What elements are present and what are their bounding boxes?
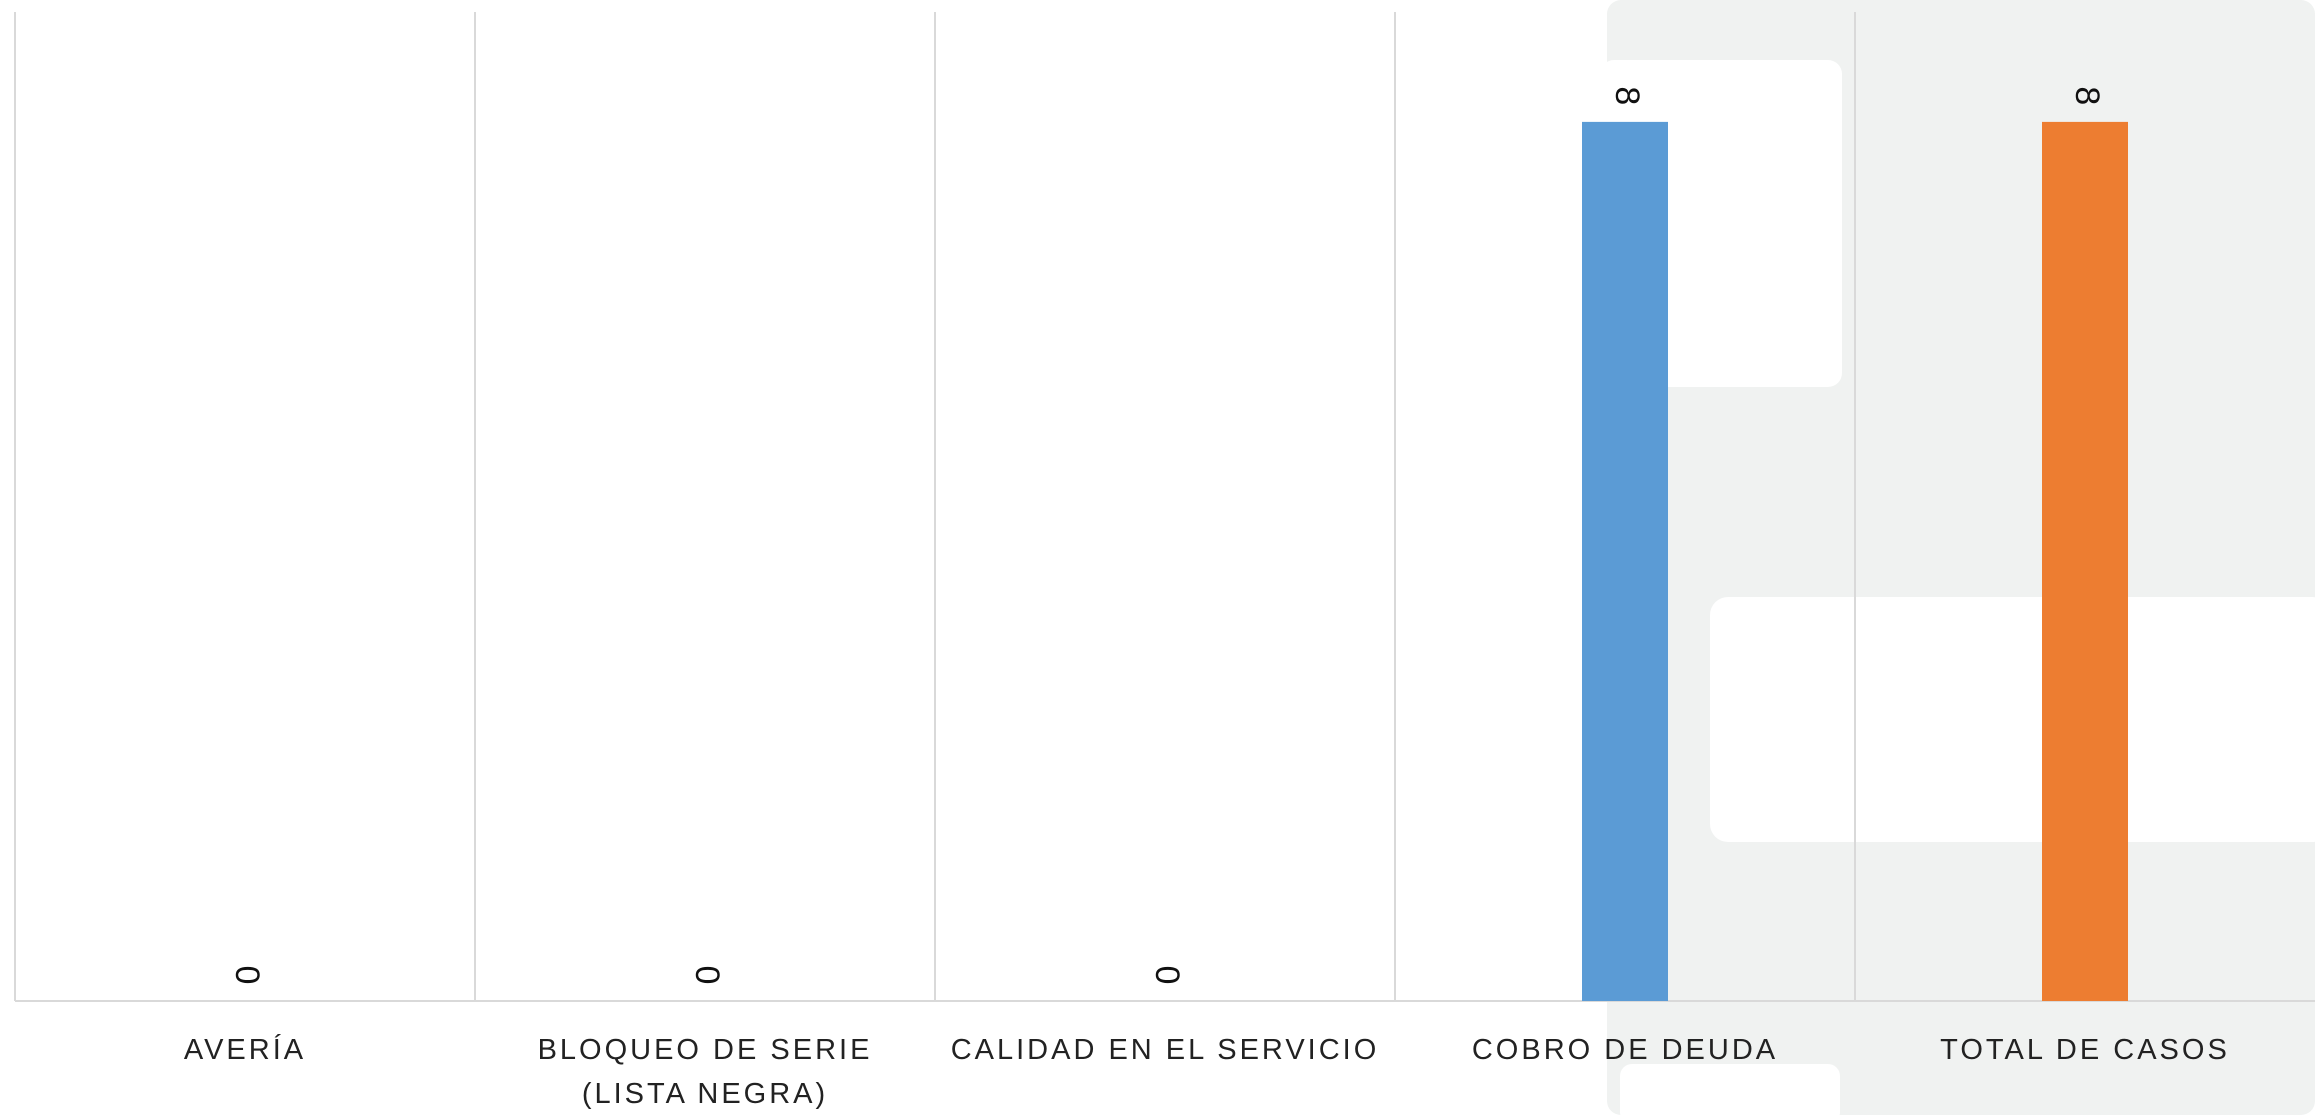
- data-label: 0: [1148, 966, 1186, 985]
- data-label: 8: [2068, 86, 2106, 105]
- background: [1600, 0, 2315, 1115]
- x-tick-label: CALIDAD EN EL SERVICIO: [950, 1034, 1380, 1066]
- x-tick-label: AVERÍA: [183, 1034, 307, 1066]
- bar: [2042, 121, 2128, 1001]
- data-label: 8: [1608, 86, 1646, 105]
- x-tick-label: TOTAL DE CASOS: [1940, 1034, 2230, 1066]
- x-tick-label: BLOQUEO DE SERIE (LISTA NEGRA): [537, 1034, 873, 1110]
- bar: [1582, 121, 1668, 1001]
- data-label: 0: [688, 966, 726, 985]
- card: [1620, 1064, 1840, 1115]
- card: [1710, 597, 2315, 842]
- data-label: 0: [228, 966, 266, 985]
- x-tick-label: COBRO DE DEUDA: [1471, 1034, 1779, 1066]
